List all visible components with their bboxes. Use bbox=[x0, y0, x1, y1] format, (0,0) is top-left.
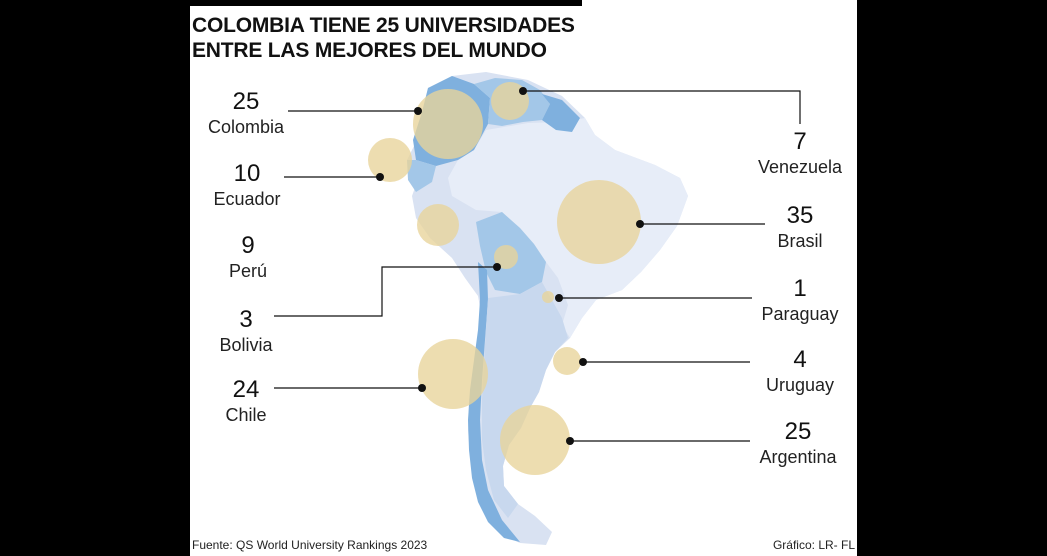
top-rule bbox=[190, 0, 582, 6]
colombia-value: 25 bbox=[232, 88, 260, 115]
brasil-value: 35 bbox=[786, 202, 814, 229]
dot-venezuela bbox=[519, 87, 527, 95]
venezuela-value: 7 bbox=[793, 128, 807, 155]
paraguay-name: Paraguay bbox=[761, 304, 839, 324]
infographic-title: COLOMBIA TIENE 25 UNIVERSIDADES ENTRE LA… bbox=[192, 13, 575, 63]
title-line-1: COLOMBIA TIENE 25 UNIVERSIDADES bbox=[192, 14, 575, 37]
venezuela-name: Venezuela bbox=[757, 157, 843, 177]
brasil-name: Brasil bbox=[777, 231, 823, 251]
dot-chile bbox=[418, 384, 426, 392]
label-chile: 24 Chile bbox=[196, 376, 296, 426]
label-bolivia: 3 Bolivia bbox=[196, 306, 296, 356]
bolivia-value: 3 bbox=[239, 306, 253, 333]
label-peru: 9 Perú bbox=[198, 232, 298, 282]
label-paraguay: 1 Paraguay bbox=[750, 275, 850, 325]
dot-argentina bbox=[566, 437, 574, 445]
chile-shape bbox=[468, 262, 520, 542]
chile-value: 24 bbox=[232, 376, 260, 403]
bubble-chile bbox=[418, 339, 488, 409]
bubble-uruguay bbox=[553, 347, 581, 375]
label-brasil: 35 Brasil bbox=[750, 202, 850, 252]
peru-name: Perú bbox=[228, 261, 268, 281]
title-line-2: ENTRE LAS MEJORES DEL MUNDO bbox=[192, 39, 547, 62]
guianas-shape bbox=[542, 94, 580, 132]
leader-bolivia bbox=[274, 266, 497, 317]
dot-paraguay bbox=[555, 294, 563, 302]
bubble-argentina bbox=[500, 405, 570, 475]
bubble-peru bbox=[417, 204, 459, 246]
label-venezuela: 7 Venezuela bbox=[750, 128, 850, 178]
label-ecuador: 10 Ecuador bbox=[196, 160, 298, 210]
bubble-brasil bbox=[557, 180, 641, 264]
bolivia-name: Bolivia bbox=[219, 335, 273, 355]
paraguay-value: 1 bbox=[793, 275, 807, 302]
uruguay-value: 4 bbox=[793, 346, 807, 373]
label-argentina: 25 Argentina bbox=[746, 418, 850, 468]
dot-colombia bbox=[414, 107, 422, 115]
credit-note: Gráfico: LR- FL bbox=[772, 538, 855, 552]
bubble-bolivia bbox=[494, 245, 518, 269]
uruguay-name: Uruguay bbox=[765, 375, 835, 395]
ecuador-value: 10 bbox=[233, 160, 261, 187]
dot-uruguay bbox=[579, 358, 587, 366]
ecuador-shape bbox=[407, 160, 436, 192]
south-america-map bbox=[274, 72, 801, 545]
argentina-value: 25 bbox=[784, 418, 812, 445]
argentina-shape bbox=[482, 282, 568, 518]
chile-name: Chile bbox=[225, 405, 267, 425]
ecuador-name: Ecuador bbox=[213, 189, 281, 209]
argentina-name: Argentina bbox=[759, 447, 837, 467]
leader-venezuela bbox=[523, 90, 801, 124]
dot-ecuador bbox=[376, 173, 384, 181]
label-uruguay: 4 Uruguay bbox=[750, 346, 850, 396]
peru-value: 9 bbox=[241, 232, 255, 259]
infographic-panel: COLOMBIA TIENE 25 UNIVERSIDADES ENTRE LA… bbox=[190, 0, 857, 556]
bubble-ecuador bbox=[368, 138, 412, 182]
bubble-colombia bbox=[413, 89, 483, 159]
dot-brasil bbox=[636, 220, 644, 228]
label-colombia: 25 Colombia bbox=[194, 88, 298, 138]
colombia-name: Colombia bbox=[207, 117, 285, 137]
dot-bolivia bbox=[493, 263, 501, 271]
source-note: Fuente: QS World University Rankings 202… bbox=[192, 538, 428, 552]
bubble-paraguay bbox=[542, 291, 554, 303]
